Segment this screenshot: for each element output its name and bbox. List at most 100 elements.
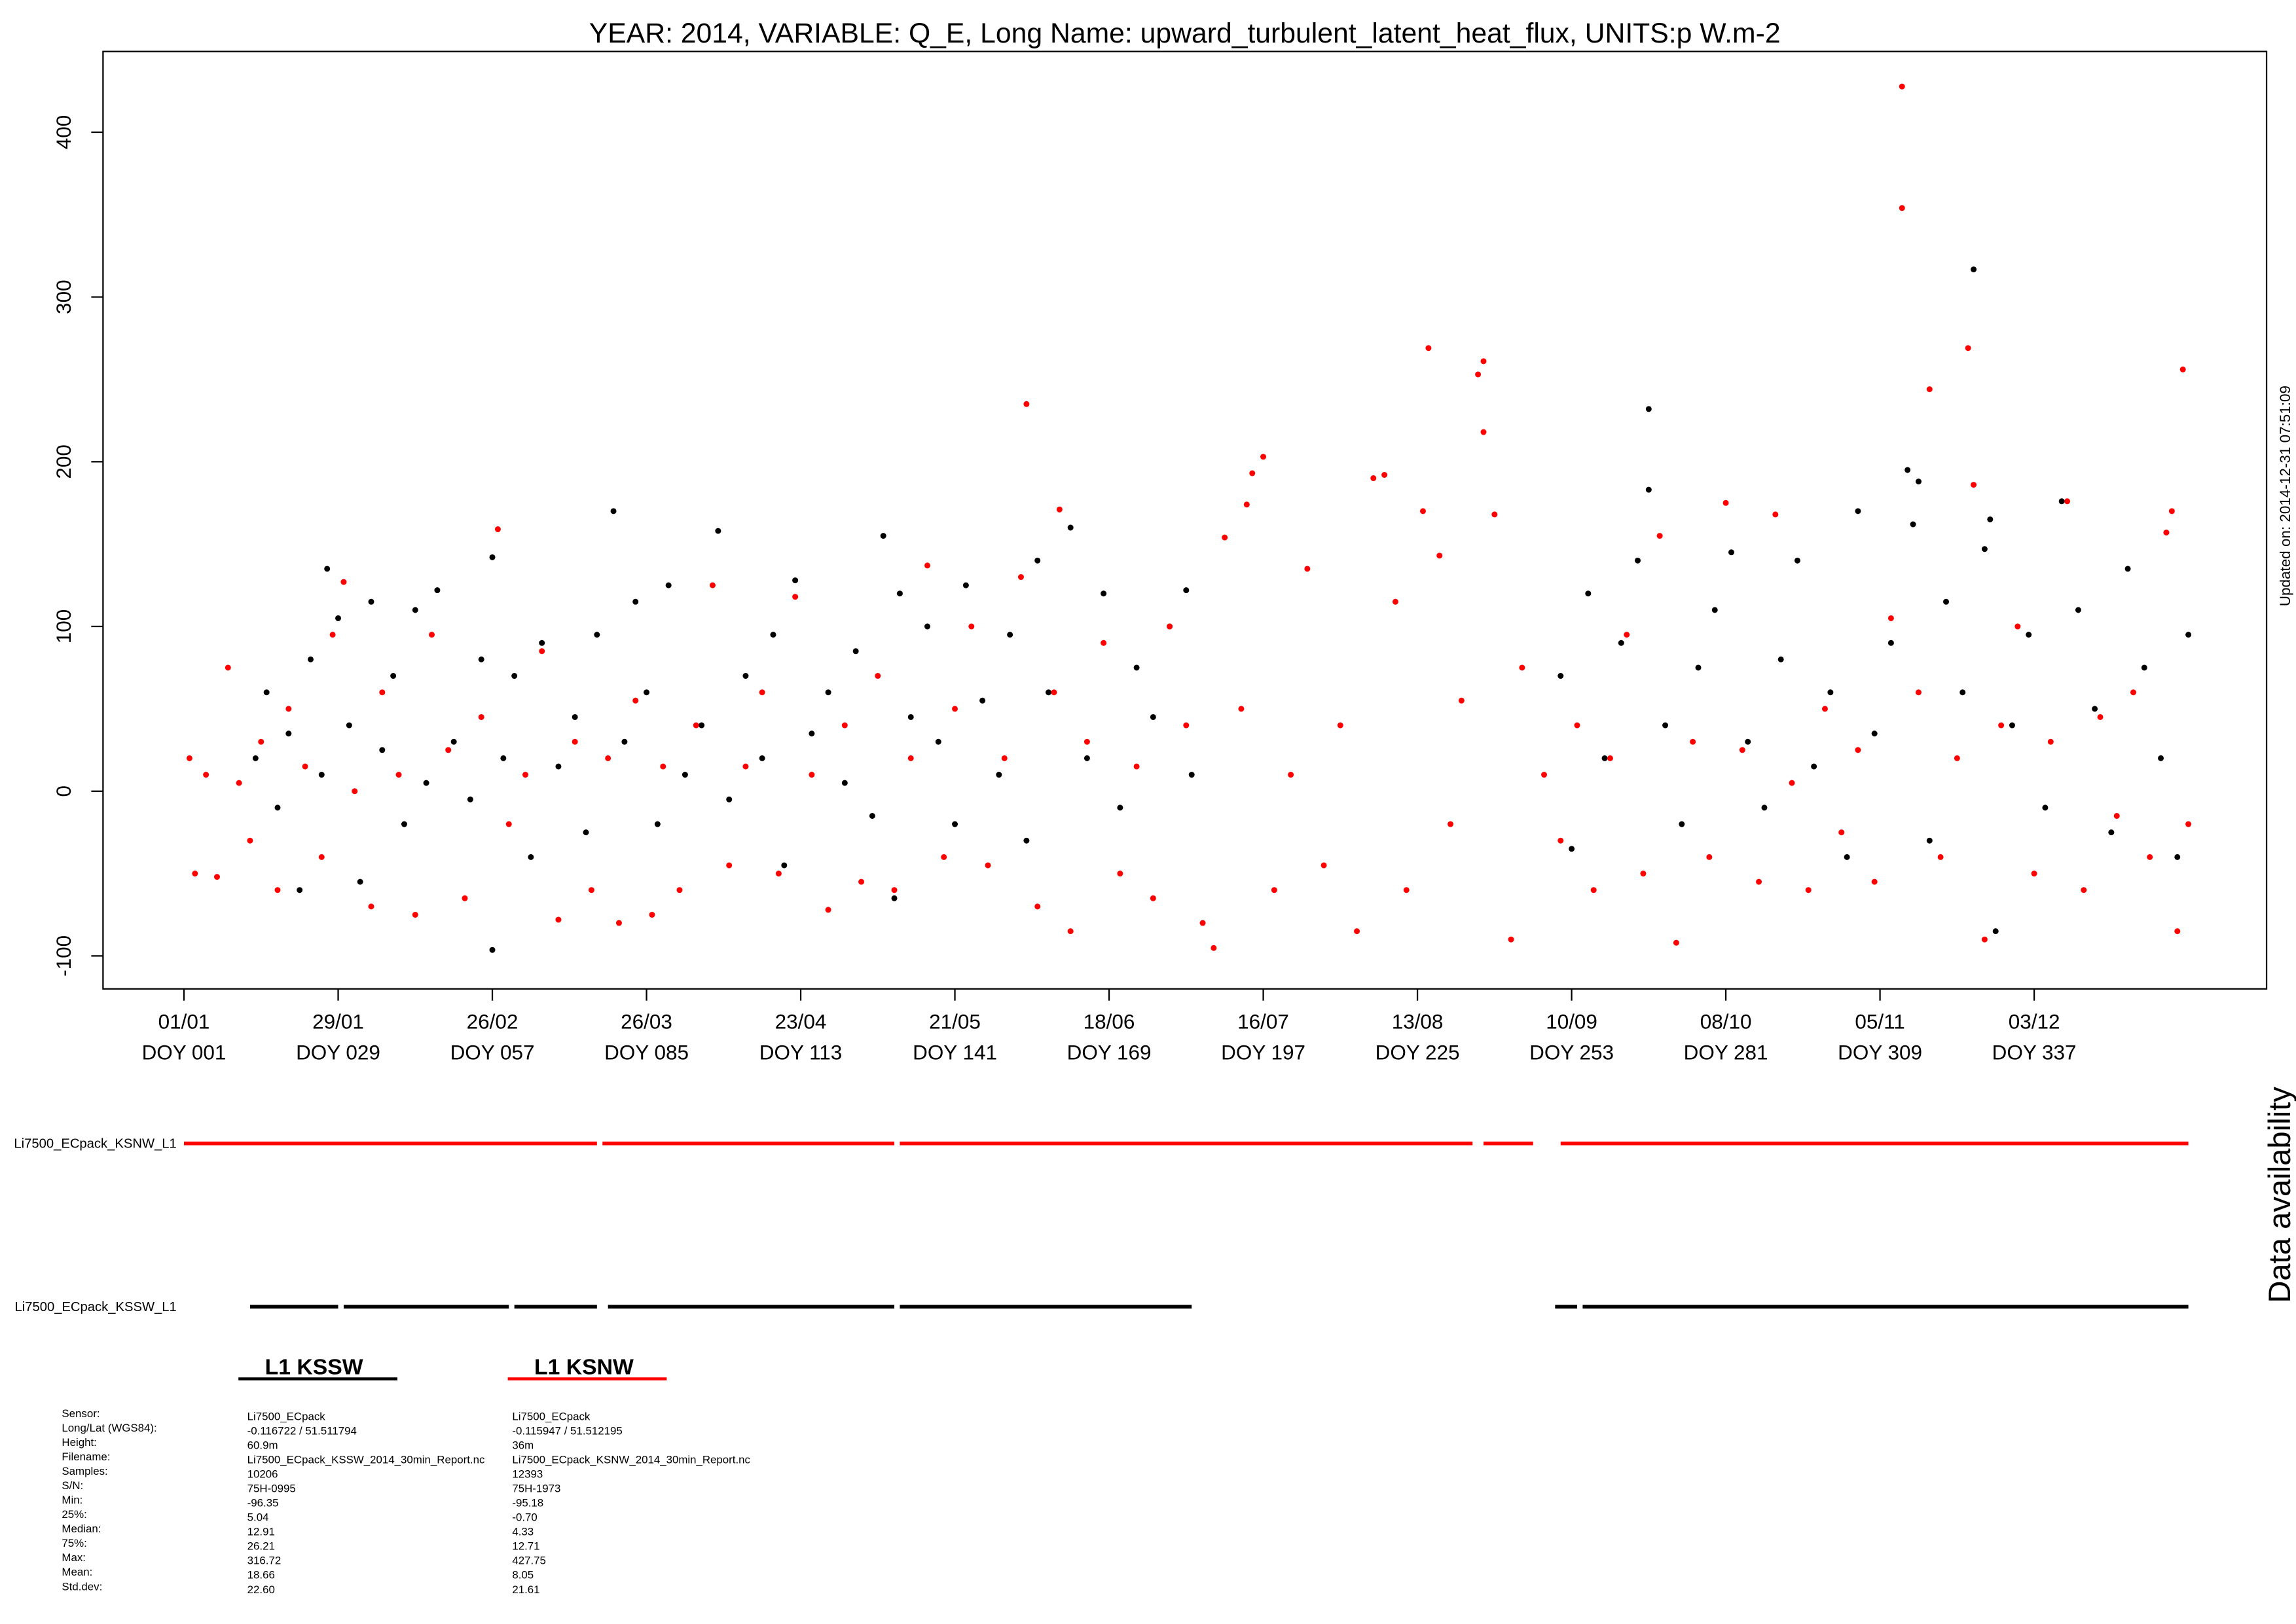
data-point bbox=[1448, 821, 1454, 827]
data-point bbox=[489, 554, 496, 560]
data-point bbox=[1519, 664, 1525, 671]
data-point bbox=[693, 722, 699, 729]
x-tick-label: 26/02 bbox=[467, 1010, 519, 1033]
data-point bbox=[213, 874, 220, 880]
data-point bbox=[555, 916, 562, 923]
data-point bbox=[1722, 499, 1729, 506]
data-point bbox=[203, 772, 210, 778]
data-point bbox=[1981, 546, 1988, 552]
data-point bbox=[500, 755, 507, 761]
data-point bbox=[1739, 747, 1745, 753]
data-point bbox=[1805, 887, 1812, 893]
data-point bbox=[699, 722, 705, 729]
x-tick-sublabel: DOY 169 bbox=[1067, 1041, 1152, 1064]
plot-frame bbox=[102, 50, 2268, 990]
data-point bbox=[792, 594, 799, 600]
data-point bbox=[318, 772, 325, 778]
data-point bbox=[1887, 615, 1894, 621]
data-point bbox=[1899, 83, 1905, 90]
y-tick-label: 200 bbox=[52, 444, 75, 479]
data-point bbox=[2174, 854, 2181, 860]
stats-value: 75H-1973 bbox=[512, 1483, 560, 1495]
data-point bbox=[1601, 755, 1608, 761]
stats-label: Filename: bbox=[62, 1451, 110, 1463]
data-point bbox=[1971, 482, 1977, 488]
data-point bbox=[1789, 780, 1795, 786]
data-point bbox=[412, 607, 418, 613]
data-point bbox=[1023, 837, 1030, 844]
y-tick-label: 0 bbox=[52, 785, 75, 797]
data-point bbox=[1937, 854, 1944, 860]
stats-value: 10206 bbox=[247, 1468, 278, 1481]
data-point bbox=[1034, 557, 1041, 564]
data-point bbox=[1871, 878, 1878, 885]
data-point bbox=[1690, 738, 1696, 745]
stats-label: Mean: bbox=[62, 1566, 92, 1578]
data-point bbox=[941, 854, 947, 860]
y-tick-label: -100 bbox=[52, 935, 75, 977]
data-point bbox=[632, 598, 639, 605]
x-tick-sublabel: DOY 225 bbox=[1376, 1041, 1460, 1064]
data-point bbox=[2179, 366, 2186, 372]
data-point bbox=[1150, 895, 1156, 901]
data-point bbox=[2026, 632, 2032, 638]
data-point bbox=[952, 706, 958, 712]
x-tick-label: 23/04 bbox=[775, 1010, 827, 1033]
data-point bbox=[1133, 763, 1140, 770]
data-point bbox=[368, 903, 374, 910]
x-tick-label: 08/10 bbox=[1700, 1010, 1752, 1033]
data-point bbox=[1007, 632, 1013, 638]
data-point bbox=[759, 755, 765, 761]
data-point bbox=[682, 772, 688, 778]
x-tick-sublabel: DOY 281 bbox=[1684, 1041, 1768, 1064]
stats-value: 22.60 bbox=[247, 1583, 275, 1596]
stats-value: -0.115947 / 51.512195 bbox=[512, 1424, 622, 1437]
data-point bbox=[274, 804, 281, 811]
data-point bbox=[335, 615, 342, 621]
data-point bbox=[1844, 854, 1850, 860]
x-tick-label: 01/01 bbox=[158, 1010, 210, 1033]
data-point bbox=[1475, 371, 1482, 378]
data-point bbox=[379, 747, 386, 753]
data-point bbox=[258, 738, 264, 745]
data-point bbox=[1673, 939, 1679, 946]
data-point bbox=[1480, 429, 1487, 435]
data-point bbox=[357, 878, 363, 885]
x-tick-label: 05/11 bbox=[1855, 1010, 1904, 1033]
data-point bbox=[352, 788, 358, 795]
data-point bbox=[1051, 689, 1057, 696]
data-point bbox=[1772, 511, 1779, 518]
data-point bbox=[1370, 475, 1377, 482]
data-point bbox=[583, 829, 589, 836]
data-point bbox=[1260, 454, 1267, 460]
data-point bbox=[379, 689, 386, 696]
data-point bbox=[841, 722, 848, 729]
data-point bbox=[649, 911, 655, 918]
data-point bbox=[2124, 566, 2131, 572]
data-point bbox=[935, 738, 941, 745]
data-point bbox=[1711, 607, 1718, 613]
x-tick-label: 13/08 bbox=[1392, 1010, 1444, 1033]
data-point bbox=[2031, 871, 2037, 877]
x-tick-sublabel: DOY 141 bbox=[913, 1041, 997, 1064]
data-point bbox=[539, 640, 545, 646]
stats-value: Li7500_ECpack bbox=[512, 1410, 591, 1422]
data-point bbox=[2163, 530, 2170, 536]
data-point bbox=[252, 755, 259, 761]
stats-label: Std.dev: bbox=[62, 1580, 102, 1593]
stats-label: Min: bbox=[62, 1494, 82, 1506]
data-point bbox=[192, 871, 198, 877]
stats-label: Long/Lat (WGS84): bbox=[62, 1422, 156, 1434]
data-point bbox=[1243, 501, 1250, 508]
data-point bbox=[1337, 722, 1343, 729]
data-point bbox=[1403, 887, 1410, 893]
data-point bbox=[1569, 846, 1575, 852]
y-tick-label: 300 bbox=[52, 280, 75, 314]
data-point bbox=[852, 648, 859, 655]
x-tick-label: 18/06 bbox=[1084, 1010, 1135, 1033]
x-tick-sublabel: DOY 197 bbox=[1221, 1041, 1305, 1064]
data-point bbox=[1662, 722, 1669, 729]
data-point bbox=[1211, 945, 1217, 951]
data-point bbox=[924, 562, 930, 569]
